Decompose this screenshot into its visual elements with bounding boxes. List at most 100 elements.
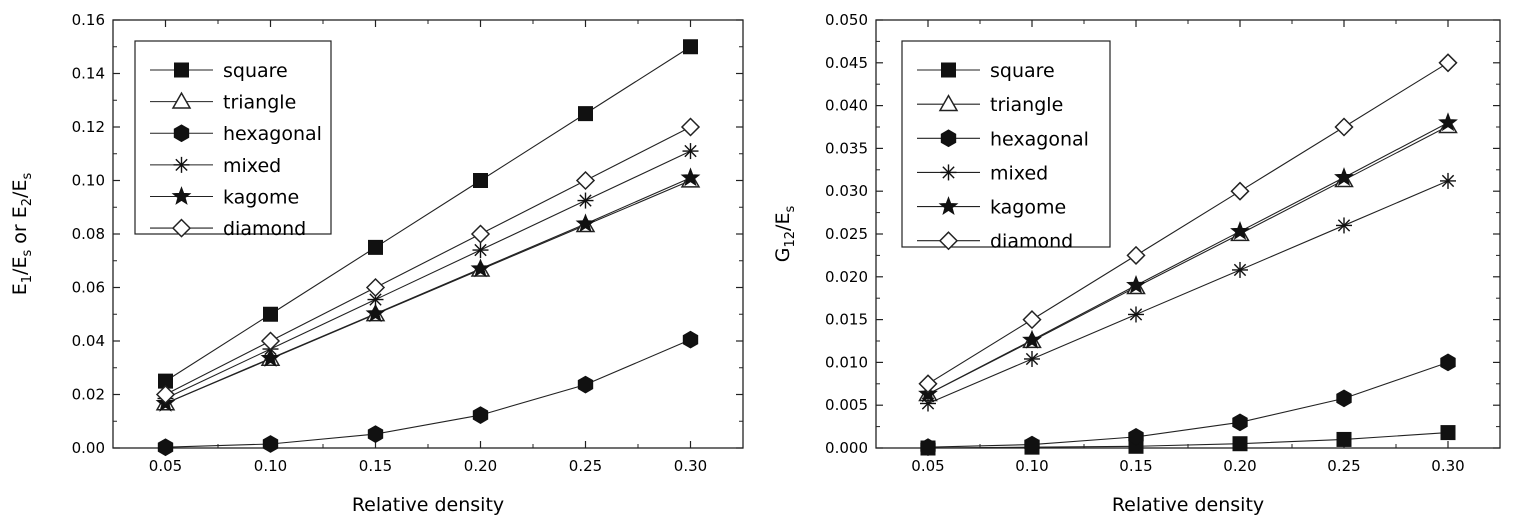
- y-tick-label: 0.045: [825, 54, 868, 72]
- legend-box: [901, 40, 1111, 248]
- series-line-mixed: [165, 150, 691, 400]
- x-tick-label: 0.20: [464, 457, 497, 475]
- right-chart-panel: 0.000 0.005 0.010 0.015 0.020 0.025 0.030 0.035…: [772, 11, 1501, 516]
- square-point: [1232, 436, 1248, 452]
- y-tick-label: 0.035: [825, 139, 868, 157]
- kagome-point: [365, 303, 386, 323]
- y-tick-label: 0.025: [825, 225, 868, 243]
- legend-label: diamond: [223, 218, 306, 240]
- y-axis-title-part: /E: [772, 213, 794, 231]
- series-square: [158, 39, 698, 389]
- y-tick-label: 0.000: [825, 439, 868, 457]
- y-tick-label: 0.00: [72, 439, 105, 457]
- x-axis-title: Relative density: [352, 494, 504, 516]
- y-tick-label: 0.030: [825, 182, 868, 200]
- y-tick-label: 0.16: [72, 11, 105, 29]
- square-point: [683, 39, 698, 55]
- square-point: [1336, 431, 1352, 447]
- hexagonal-point: [920, 438, 936, 457]
- legend-marker-kagome: [171, 186, 192, 205]
- y-axis-title-subscript: s: [783, 206, 798, 213]
- hexagonal-point: [1440, 353, 1456, 372]
- x-tick-label: 0.05: [149, 457, 182, 475]
- diamond-point: [918, 374, 938, 394]
- y-axis-title-subscript: 2: [20, 198, 35, 206]
- legend-marker-mixed: [940, 164, 957, 181]
- legend-marker-square: [174, 62, 189, 78]
- legend-entry-hexagonal: hexagonal: [917, 128, 1089, 150]
- diamond-point: [260, 331, 281, 351]
- y-axis-title-part: G: [772, 248, 794, 263]
- diamond-point: [680, 117, 701, 137]
- x-tick-label: 0.05: [911, 457, 944, 475]
- legend-marker-hexagonal: [940, 129, 957, 148]
- legend-label: hexagonal: [223, 123, 322, 145]
- diamond-point: [1230, 181, 1250, 201]
- legend-marker-triangle: [938, 94, 959, 112]
- hexagonal-point: [577, 375, 594, 394]
- y-axis-title-part: /E: [9, 257, 31, 275]
- series-line-square: [165, 46, 691, 382]
- series-line-diamond: [165, 126, 691, 395]
- mixed-point: [1232, 261, 1248, 278]
- legend-marker-hexagonal: [173, 124, 190, 143]
- legend-entry-hexagonal: hexagonal: [150, 123, 322, 145]
- y-tick-label: 0.005: [825, 396, 868, 414]
- hexagonal-point: [1232, 413, 1248, 432]
- square-point: [263, 306, 278, 322]
- y-axis-title: E1/Es or E2/Es: [9, 173, 35, 296]
- y-tick-label: 0.050: [825, 11, 868, 29]
- legend-label: hexagonal: [990, 128, 1089, 150]
- legend-label: kagome: [990, 197, 1066, 219]
- series-line-diamond: [927, 62, 1449, 385]
- diamond-point: [470, 224, 491, 244]
- y-tick-label: 0.06: [72, 279, 105, 297]
- y-tick-label: 0.14: [72, 65, 105, 83]
- y-tick-label: 0.10: [72, 172, 105, 190]
- y-axis-title-part: E: [9, 283, 31, 295]
- mixed-point: [1336, 217, 1352, 234]
- series-line-hexagonal: [165, 339, 691, 448]
- legend-label: diamond: [990, 231, 1073, 253]
- x-axis-title: Relative density: [1112, 494, 1264, 516]
- series-line-kagome: [927, 122, 1449, 395]
- mixed-point: [367, 291, 384, 308]
- legend-entry-kagome: kagome: [917, 196, 1066, 219]
- legend-label: kagome: [223, 186, 299, 208]
- legend-entry-square: square: [150, 60, 288, 82]
- legend-marker-square: [941, 62, 956, 78]
- legend-marker-mixed: [173, 156, 190, 173]
- x-tick-label: 0.10: [1015, 457, 1048, 475]
- y-axis-title-subscript: s: [20, 173, 35, 180]
- legend-box: [134, 40, 332, 235]
- mixed-point: [472, 242, 489, 259]
- x-tick-label: 0.10: [254, 457, 287, 475]
- legend: square triangle hexagonal mixed kagome diamon…: [901, 40, 1111, 253]
- y-tick-label: 0.015: [825, 311, 868, 329]
- diamond-point: [155, 384, 176, 405]
- x-tick-label: 0.30: [1431, 457, 1464, 475]
- square-point: [578, 106, 593, 122]
- y-tick-label: 0.02: [72, 386, 105, 404]
- series-line-triangle: [927, 125, 1449, 395]
- legend-label: square: [990, 60, 1055, 82]
- mixed-point: [1440, 172, 1456, 189]
- legend-marker-kagome: [938, 196, 959, 216]
- mixed-point: [682, 143, 699, 160]
- diamond-point: [575, 170, 596, 191]
- y-tick-label: 0.08: [72, 225, 105, 243]
- y-tick-label: 0.04: [72, 332, 105, 350]
- y-axis-title-subscript: 12: [783, 231, 798, 248]
- series-diamond: [155, 117, 701, 405]
- x-tick-label: 0.15: [359, 457, 392, 475]
- y-tick-label: 0.040: [825, 97, 868, 115]
- y-axis-title-part: or E: [9, 206, 31, 250]
- legend-marker-diamond: [938, 231, 959, 251]
- legend-entry-mixed: mixed: [150, 155, 281, 177]
- series-line-square: [927, 432, 1449, 449]
- series-line-hexagonal: [927, 361, 1449, 448]
- kagome-point: [470, 258, 491, 278]
- y-axis-title-subscript: s: [20, 250, 35, 257]
- legend-marker-diamond: [171, 218, 192, 238]
